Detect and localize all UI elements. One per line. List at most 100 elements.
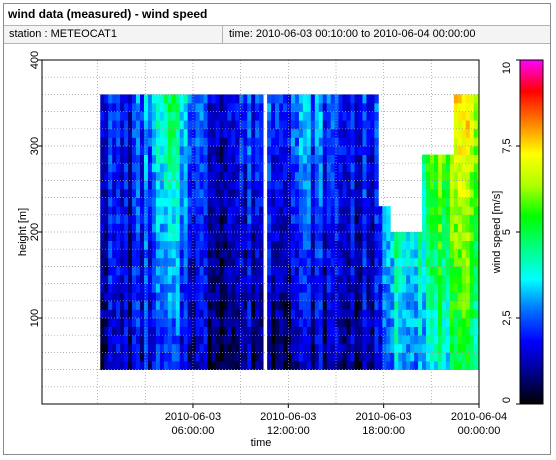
heatmap-cell	[374, 292, 379, 302]
heatmap-cell	[247, 223, 252, 233]
heatmap-cell	[132, 111, 137, 121]
heatmap-cell	[358, 352, 363, 362]
heatmap-cell	[151, 189, 157, 198]
heatmap-cell	[239, 103, 244, 112]
heatmap-cell	[342, 120, 347, 130]
heatmap-cell	[338, 128, 343, 138]
heatmap-cell	[151, 318, 157, 327]
heatmap-cell	[386, 214, 391, 224]
heatmap-cell	[279, 128, 284, 138]
heatmap-cell	[163, 283, 169, 293]
heatmap-cell	[286, 343, 292, 353]
heatmap-cell	[163, 343, 169, 353]
heatmap-cell	[195, 318, 200, 327]
heatmap-cell	[362, 343, 367, 353]
heatmap-cell	[430, 214, 435, 224]
heatmap-cell	[271, 318, 276, 327]
heatmap-cell	[473, 171, 479, 181]
heatmap-cell	[449, 352, 455, 362]
heatmap-cell	[179, 352, 185, 362]
heatmap-cell	[433, 240, 439, 250]
heatmap-cell	[128, 257, 133, 267]
heatmap-cell	[215, 120, 220, 130]
heatmap-cell	[100, 223, 105, 233]
heatmap-cell	[294, 154, 300, 164]
heatmap-cell	[275, 128, 280, 138]
heatmap-cell	[338, 326, 343, 336]
heatmap-cell	[338, 335, 343, 345]
heatmap-cell	[171, 163, 177, 173]
heatmap-cell	[175, 249, 181, 259]
heatmap-cell	[100, 326, 105, 336]
heatmap-cell	[279, 318, 284, 327]
station-label: station : METEOCAT1	[9, 28, 117, 40]
heatmap-cell	[477, 361, 479, 370]
heatmap-cell	[203, 300, 208, 310]
heatmap-cell	[108, 197, 113, 207]
heatmap-cell	[139, 163, 145, 173]
heatmap-cell	[279, 266, 284, 276]
heatmap-cell	[132, 180, 137, 190]
heatmap-cell	[100, 283, 105, 293]
heatmap-cell	[294, 120, 300, 130]
heatmap-cell	[453, 111, 459, 121]
heatmap-cell	[306, 249, 312, 259]
heatmap-cell	[267, 335, 272, 345]
heatmap-cell	[159, 249, 165, 259]
heatmap-cell	[128, 275, 133, 284]
heatmap-cell	[473, 292, 479, 302]
heatmap-cell	[465, 189, 471, 198]
heatmap-cell	[314, 309, 320, 319]
heatmap-cell	[366, 275, 371, 284]
heatmap-cell	[441, 189, 447, 198]
heatmap-cell	[231, 361, 236, 370]
heatmap-cell	[259, 94, 264, 104]
heatmap-cell	[243, 120, 248, 130]
heatmap-cell	[418, 300, 423, 310]
heatmap-cell	[290, 361, 296, 370]
heatmap-cell	[255, 232, 260, 241]
heatmap-cell	[362, 163, 367, 173]
heatmap-cell	[346, 146, 351, 155]
heatmap-cell	[334, 128, 340, 138]
heatmap-cell	[477, 275, 479, 284]
heatmap-cell	[366, 214, 371, 224]
heatmap-cell	[358, 249, 363, 259]
heatmap-cell	[394, 309, 399, 319]
heatmap-cell	[290, 257, 296, 267]
heatmap-cell	[414, 266, 419, 276]
heatmap-cell	[227, 180, 232, 190]
heatmap-cell	[104, 103, 109, 112]
heatmap-cell	[334, 94, 340, 104]
heatmap-cell	[179, 111, 185, 121]
heatmap-cell	[243, 189, 248, 198]
heatmap-cell	[314, 103, 320, 112]
heatmap-cell	[433, 335, 439, 345]
heatmap-cell	[342, 232, 347, 241]
heatmap-cell	[275, 197, 280, 207]
heatmap-cell	[191, 266, 197, 276]
heatmap-cell	[255, 275, 260, 284]
heatmap-cell	[128, 171, 133, 181]
heatmap-cell	[453, 361, 459, 370]
heatmap-cell	[477, 292, 479, 302]
heatmap-cell	[342, 214, 347, 224]
heatmap-cell	[116, 318, 121, 327]
heatmap-cell	[259, 309, 264, 319]
heatmap-cell	[132, 249, 137, 259]
heatmap-cell	[259, 163, 264, 173]
heatmap-cell	[163, 154, 169, 164]
heatmap-cell	[469, 335, 475, 345]
heatmap-cell	[473, 352, 479, 362]
heatmap-cell	[163, 94, 169, 104]
heatmap-cell	[199, 180, 204, 190]
heatmap-cell	[453, 275, 459, 284]
heatmap-cell	[298, 326, 304, 336]
heatmap-cell	[338, 171, 343, 181]
heatmap-cell	[211, 189, 216, 198]
heatmap-cell	[453, 171, 459, 181]
heatmap-cell	[453, 335, 459, 345]
heatmap-cell	[132, 266, 137, 276]
heatmap-cell	[183, 120, 189, 130]
heatmap-cell	[318, 163, 324, 173]
